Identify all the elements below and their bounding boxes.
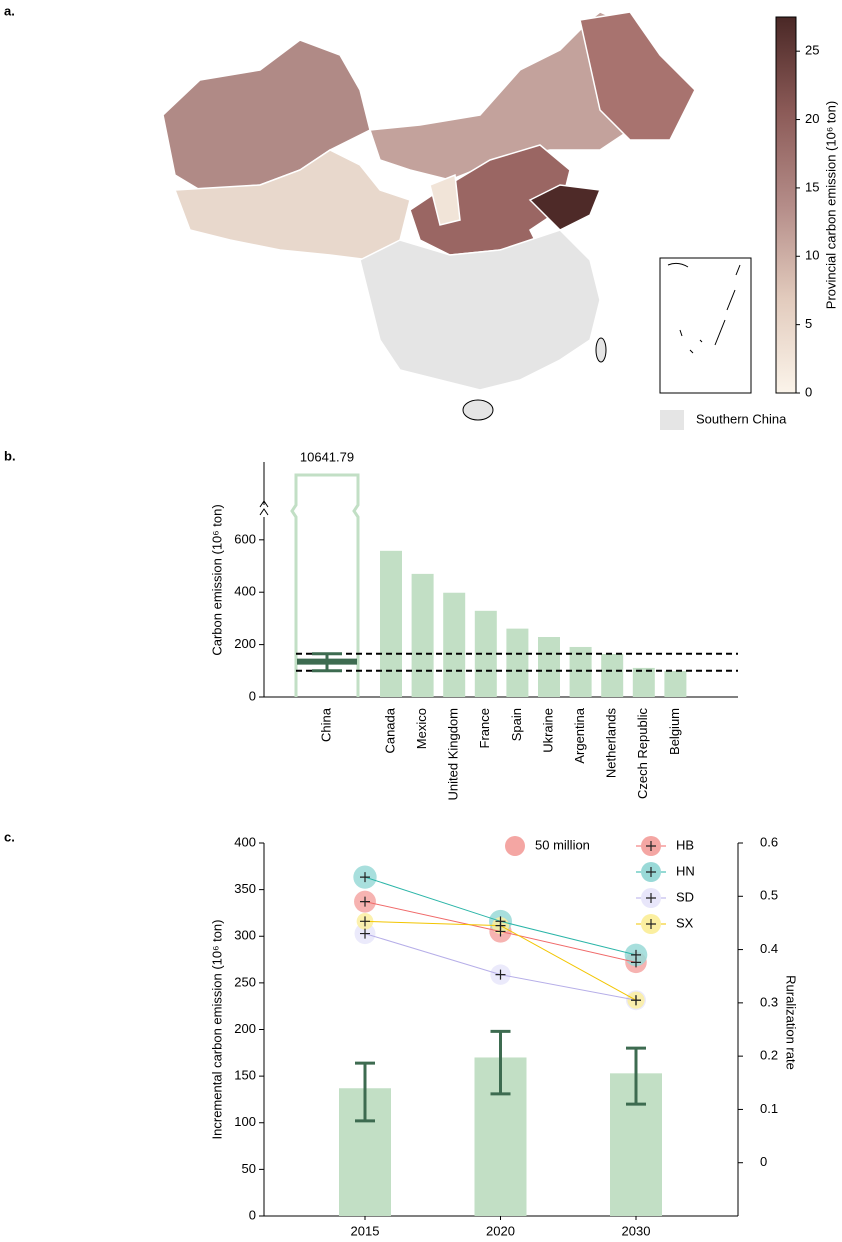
x-tick-label: United Kingdom: [446, 708, 461, 801]
y2-tick-label: 0.5: [760, 888, 778, 903]
province: [579, 11, 696, 141]
bar: [538, 637, 560, 697]
island: [462, 399, 494, 421]
legend-cross: [646, 919, 656, 929]
x-tick-label: Czech Republic: [635, 708, 650, 800]
colorbar-tick-label: 15: [805, 179, 819, 194]
y2-axis-label: Ruralization rate: [784, 975, 799, 1070]
y-tick-label: 300: [234, 928, 256, 943]
y-tick-label: 150: [234, 1068, 256, 1083]
y2-tick-label: 0.4: [760, 941, 778, 956]
point-cross: [360, 872, 370, 883]
bar: [506, 628, 529, 697]
x-tick-label: Mexico: [414, 708, 429, 749]
bar: [664, 671, 687, 697]
y-axis-label: Carbon emission (10⁶ ton): [209, 504, 224, 655]
legend-label: HN: [676, 863, 695, 878]
province: [173, 149, 411, 261]
bar: [443, 592, 466, 697]
bar: [632, 667, 655, 697]
point-cross: [631, 995, 641, 1006]
point-cross: [360, 896, 370, 907]
legend-cross: [646, 841, 656, 851]
bar: [474, 610, 497, 697]
x-tick-label: 2020: [486, 1223, 515, 1238]
bar: [411, 573, 434, 697]
value-label: 10641.79: [300, 449, 354, 464]
axis-break: [259, 500, 269, 516]
y-axis-label: Incremental carbon emission (10⁶ ton): [209, 920, 224, 1140]
y2-tick-label: 0.6: [760, 834, 778, 849]
y-tick-label: 0: [249, 1207, 256, 1222]
legend-cross: [646, 867, 656, 877]
legend-cross: [646, 893, 656, 903]
panel-label: c.: [4, 829, 15, 844]
colorbar-tick-label: 20: [805, 111, 819, 126]
y2-tick-label: 0.2: [760, 1048, 778, 1063]
y2-tick-label: 0.3: [760, 994, 778, 1009]
bar: [601, 654, 624, 697]
bar: [290, 473, 360, 697]
y-tick-label: 100: [234, 1114, 256, 1129]
point-cross: [360, 928, 370, 939]
y-tick-label: 0: [249, 688, 256, 703]
size-legend-label: 50 million: [535, 837, 590, 852]
province: [528, 184, 602, 231]
colorbar-tick-label: 5: [805, 316, 812, 331]
legend-label: SD: [676, 889, 694, 904]
legend-label: Southern China: [696, 411, 787, 426]
y-tick-label: 200: [234, 636, 256, 651]
panel-label: b.: [4, 448, 16, 463]
y2-tick-label: 0.1: [760, 1101, 778, 1116]
province: [359, 229, 601, 391]
province: [429, 173, 461, 226]
x-tick-label: Belgium: [667, 708, 682, 755]
x-tick-label: Canada: [382, 707, 397, 753]
y-tick-label: 350: [234, 881, 256, 896]
map: [162, 11, 752, 421]
legend-swatch: [660, 410, 684, 430]
y-tick-label: 600: [234, 531, 256, 546]
colorbar-label: Provincial carbon emission (10⁶ ton): [823, 101, 838, 309]
x-tick-label: China: [318, 707, 333, 742]
x-tick-label: Netherlands: [604, 708, 619, 779]
point-cross: [631, 949, 641, 960]
x-tick-label: Ukraine: [540, 708, 555, 753]
y-tick-label: 400: [234, 584, 256, 599]
y-tick-label: 200: [234, 1021, 256, 1036]
bar: [380, 550, 402, 697]
y-tick-label: 400: [234, 834, 256, 849]
point-cross: [360, 916, 370, 927]
x-tick-label: 2030: [622, 1223, 651, 1238]
colorbar-tick-label: 0: [805, 384, 812, 399]
x-tick-label: 2015: [351, 1223, 380, 1238]
bar: [569, 646, 592, 697]
x-tick-label: Argentina: [572, 707, 587, 763]
inset-map: [659, 257, 752, 394]
y-tick-label: 250: [234, 974, 256, 989]
size-legend-bubble: [505, 836, 525, 856]
island: [595, 337, 607, 363]
y-tick-label: 50: [242, 1161, 256, 1176]
colorbar: [775, 16, 797, 394]
x-tick-label: France: [477, 708, 492, 748]
x-tick-label: Spain: [509, 708, 524, 741]
legend-label: SX: [676, 915, 694, 930]
colorbar-tick-label: 10: [805, 248, 819, 263]
colorbar-tick-label: 25: [805, 43, 819, 58]
panel-label: a.: [4, 3, 15, 18]
y2-tick-label: 0: [760, 1154, 767, 1169]
point-cross: [495, 969, 506, 980]
inset-islands: [667, 262, 741, 354]
legend-label: HB: [676, 837, 694, 852]
point-cross: [495, 920, 506, 931]
